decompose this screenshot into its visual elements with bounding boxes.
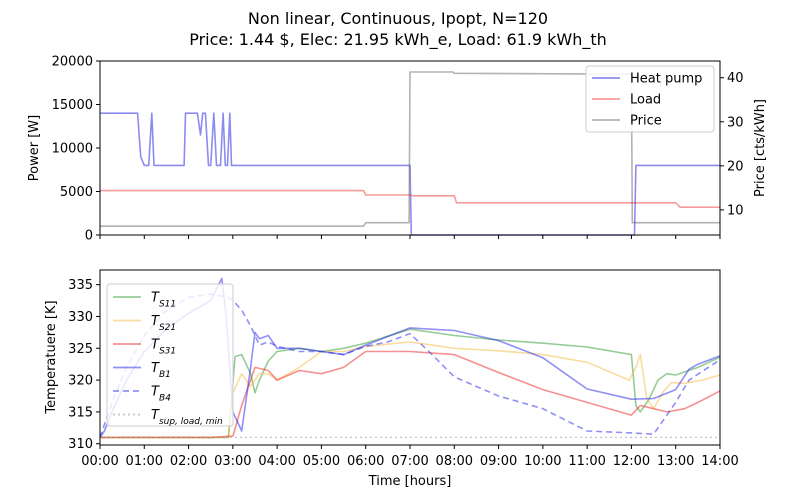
top-y-tick-label: 10000 (52, 142, 93, 157)
bottom-x-tick-label: 13:00 (657, 454, 694, 469)
top-y-tick-label: 5000 (60, 185, 93, 200)
legend-label-t-s31: TS31 (151, 338, 176, 357)
chart-title-line1: Non linear, Continuous, Ipopt, N=120 (248, 9, 548, 28)
legend-label-price: Price (630, 114, 662, 129)
bottom-y-tick-label: 325 (68, 342, 93, 357)
bottom-panel: 310 315 320 325 330 335 00:00 01:00 02:00 03:00 04… (44, 269, 739, 489)
legend-label-t-s11: TS11 (151, 291, 176, 310)
legend-label-t-b4: TB4 (151, 385, 171, 404)
bottom-x-axis-label: Time [hours] (368, 474, 452, 489)
series-line-t-b4 (99, 293, 721, 438)
series-line-load (100, 189, 720, 208)
top-y-axis-label: Power [W] (27, 115, 42, 181)
bottom-y-tick-label: 330 (68, 310, 93, 325)
top-y-right-tick-label: 40 (727, 71, 744, 86)
bottom-y-tick-label: 310 (68, 437, 93, 452)
legend-label-t-b1: TB1 (151, 361, 171, 380)
bottom-x-tick-label: 11:00 (568, 454, 605, 469)
top-y-axis-right-label: Price [cts/kWh] (753, 99, 768, 197)
bottom-x-tick-label: 09:00 (480, 454, 517, 469)
bottom-x-tick-label: 00:00 (81, 454, 118, 469)
bottom-legend: TS11 TS21 TS31 TB1 TB4 Tsup, load, min (106, 283, 234, 427)
top-y-right-tick-label: 10 (727, 203, 744, 218)
bottom-x-tick-label: 03:00 (214, 454, 251, 469)
bottom-x-tick-label: 01:00 (126, 454, 163, 469)
top-legend-box (585, 65, 715, 133)
legend-label-t-sup-load-min: Tsup, load, min (151, 408, 223, 427)
bottom-y-tick-label: 315 (68, 405, 93, 420)
bottom-x-tick-label: 02:00 (170, 454, 207, 469)
bottom-y-tick-label: 320 (68, 374, 93, 389)
bottom-y-tick-label: 335 (68, 278, 93, 293)
top-y-tick-label: 20000 (52, 55, 93, 70)
bottom-x-tick-label: 07:00 (391, 454, 428, 469)
top-legend: Heat pump Load Price (585, 65, 715, 133)
top-y-right-tick-label: 30 (727, 115, 744, 130)
top-y-tick-label: 0 (85, 229, 93, 244)
bottom-y-axis-label: Temperatuere [K] (44, 300, 59, 414)
legend-label-t-s21: TS21 (151, 314, 176, 333)
bottom-x-tick-label: 14:00 (701, 454, 738, 469)
bottom-x-tick-label: 10:00 (524, 454, 561, 469)
top-panel: 0 5000 10000 15000 20000 10 20 30 40 Power [W] P… (27, 55, 768, 244)
legend-label-load: Load (630, 93, 661, 108)
series-line-heat-pump (100, 112, 720, 236)
top-y-tick-label: 15000 (52, 98, 93, 113)
chart-title-line2: Price: 1.44 $, Elec: 21.95 kWh_e, Load: … (189, 30, 607, 50)
bottom-x-tick-label: 05:00 (303, 454, 340, 469)
top-y-right-tick-label: 20 (727, 159, 744, 174)
bottom-x-tick-label: 08:00 (436, 454, 473, 469)
legend-label-heat-pump: Heat pump (630, 72, 702, 87)
bottom-x-tick-label: 04:00 (258, 454, 295, 469)
bottom-x-tick-label: 06:00 (347, 454, 384, 469)
bottom-x-tick-label: 12:00 (613, 454, 650, 469)
